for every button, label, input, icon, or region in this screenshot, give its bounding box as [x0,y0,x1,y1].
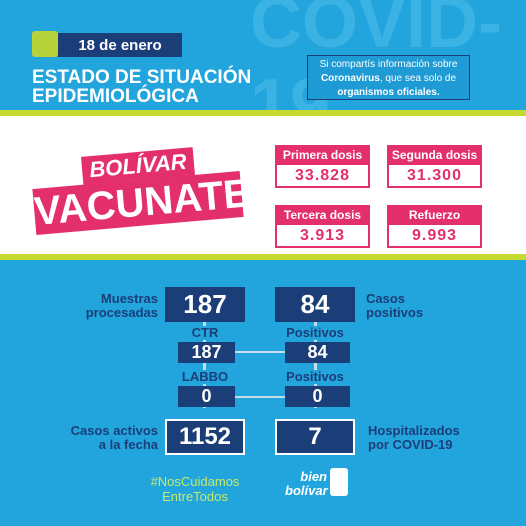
logo-text: bolívar [285,483,328,498]
notice: Si compartís información sobre Coronavir… [307,55,470,100]
value-box: 0 [285,386,350,407]
value: 84 [300,289,330,319]
connector [314,322,317,408]
vaccine-value: 31.300 [387,165,482,188]
notice-text: , que sea solo de [379,73,457,84]
logo-mark [330,468,348,496]
label-line: Muestras [100,291,158,306]
value: 187 [183,289,227,319]
date: 18 de enero [78,36,162,54]
positives-label: Casos positivos [366,292,423,320]
vaccine-label: Primera dosis [275,145,370,165]
hashtag-line: EntreTodos [162,489,228,504]
value-box: 187 [165,287,245,322]
connector [235,396,285,398]
logo-text: bien [300,469,327,484]
notice-bold: Coronavirus [320,73,380,84]
value: 7 [308,423,322,450]
hospitalized-label: Hospitalizados por COVID-19 [368,424,460,452]
label-line: Casos activos [70,423,158,438]
label-line: Hospitalizados [368,423,460,438]
notice-text: Si compartís información sobre [319,59,458,70]
vaccine-label: Tercera dosis [275,205,370,225]
label-line: procesadas [85,305,158,320]
lab-label: LABBO [181,369,229,384]
value: 1152 [178,423,232,450]
title-line: ESTADO DE SITUACIÓN [32,67,252,88]
vaccine-value: 33.828 [275,165,370,188]
value-box: 7 [275,419,355,455]
value-box: 84 [275,287,355,322]
connector [203,322,206,408]
label-line: Casos [366,291,406,306]
notice-bold: organismos oficiales. [337,87,440,98]
active-label: Casos activos a la fecha [40,424,158,452]
date-badge: 18 de enero [58,33,182,57]
lab-label: Positivos [286,369,344,384]
title-line: EPIDEMIOLÓGICA [32,86,199,107]
vaccine-label: Segunda dosis [387,145,482,165]
label-line: positivos [366,305,424,320]
lab-label: CTR [191,325,219,340]
hashtag-line: #NosCuidamos [150,474,240,489]
logo: bien bolívar [285,469,328,498]
value: 0 [312,386,323,406]
label-line: a la fecha [98,437,158,452]
value: 187 [191,342,222,362]
vaccine-value: 9.993 [387,225,482,248]
label-line: por COVID-19 [368,437,453,452]
vaccine-label: Refuerzo [387,205,482,225]
connector [235,351,285,353]
value-box: 84 [285,342,350,363]
value-box: 1152 [165,419,245,455]
value: 0 [201,386,212,406]
calendar-icon [32,31,58,57]
value-box: 0 [178,386,235,407]
title: ESTADO DE SITUACIÓN EPIDEMIOLÓGICA [32,68,251,106]
vaccine-value: 3.913 [275,225,370,248]
value-box: 187 [178,342,235,363]
value: 84 [307,342,328,362]
lab-label: Positivos [286,325,344,340]
hashtag: #NosCuidamos EntreTodos [140,474,250,504]
samples-label: Muestras procesadas [40,292,158,320]
